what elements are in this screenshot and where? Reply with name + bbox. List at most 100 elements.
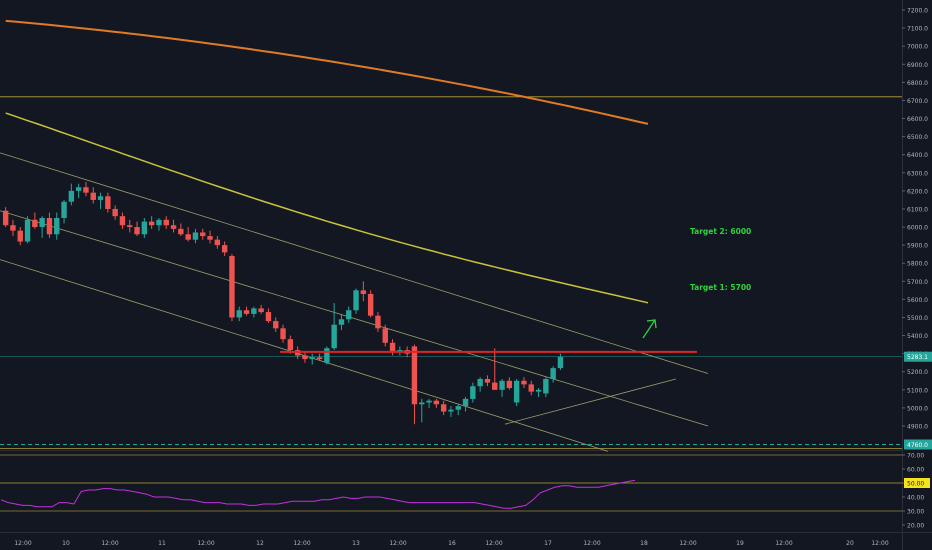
candle-body	[134, 227, 140, 235]
rsi-pane	[0, 454, 902, 512]
candle-body	[287, 339, 294, 351]
time-tick-label: 12:00	[583, 540, 600, 547]
candle-body	[127, 225, 133, 228]
candle-body	[389, 342, 396, 352]
candle-body	[207, 236, 213, 240]
candle-body	[353, 290, 359, 311]
time-tick-label: 10	[62, 540, 70, 547]
price-tick-label: 6400.0	[907, 152, 928, 159]
time-tick-label: 12	[256, 540, 264, 547]
rsi-line	[0, 479, 636, 509]
time-tick-label: 12:00	[293, 540, 310, 547]
candle-body	[265, 312, 272, 322]
price-tick-label: 6300.0	[907, 170, 928, 177]
candle-body	[492, 382, 498, 390]
time-tick-label: 12:00	[14, 540, 31, 547]
candle-body	[382, 328, 388, 343]
price-tick-label: 6900.0	[907, 62, 928, 69]
candle-body	[243, 310, 250, 314]
price-tick-label: 5500.0	[907, 315, 928, 322]
time-tick-label: 12:00	[485, 540, 502, 547]
price-tick-label: 6200.0	[907, 188, 928, 195]
time-tick-label: 12:00	[389, 540, 406, 547]
price-tick-label: 5400.0	[907, 333, 928, 340]
candle-body	[221, 245, 228, 253]
candle-body	[24, 219, 31, 242]
candle-body	[236, 310, 242, 318]
rsi-tick-label: 20.00	[907, 523, 924, 530]
price-tick-label: 4900.0	[907, 424, 928, 431]
time-tick-label: 17	[544, 540, 552, 547]
candle-body	[484, 378, 491, 383]
rsi-value-label: 50.00	[907, 481, 924, 488]
channel-middle-line	[0, 210, 709, 427]
candle-body	[557, 356, 564, 369]
price-pane: Target 2: 6000 Target 1: 5700	[0, 19, 902, 452]
price-tick-label: 6800.0	[907, 80, 928, 87]
candle-body	[39, 218, 45, 228]
candle-body	[229, 255, 235, 318]
candle-body	[32, 219, 38, 228]
price-tick-label: 5100.0	[907, 387, 928, 394]
target-annotation: Target 2: 6000	[690, 227, 751, 236]
price-tick-label: 6500.0	[907, 134, 928, 141]
candle-body	[535, 389, 542, 392]
rsi-tick-label: 60.00	[907, 467, 924, 474]
time-tick-label: 12:00	[101, 540, 118, 547]
candle-body	[200, 232, 206, 237]
time-tick-label: 13	[352, 540, 360, 547]
candle-body	[141, 221, 148, 235]
price-tick-label: 7100.0	[907, 26, 928, 33]
candle-body	[550, 368, 556, 379]
price-tick-label: 5600.0	[907, 297, 928, 304]
candle-body	[331, 324, 337, 349]
time-tick-label: 12:00	[197, 540, 214, 547]
candle-body	[148, 221, 155, 226]
ema-slow-line	[5, 19, 649, 125]
target-arrow-icon	[642, 319, 657, 339]
candle-body	[499, 380, 505, 390]
time-tick-label: 16	[448, 540, 456, 547]
candle-body	[75, 187, 82, 191]
price-tick-label: 6100.0	[907, 206, 928, 213]
time-tick-label: 19	[736, 540, 744, 547]
candle-body	[506, 380, 513, 389]
channel-upper-line	[0, 152, 709, 374]
price-tick-label: 6700.0	[907, 98, 928, 105]
candle-body	[54, 218, 60, 235]
candle-body	[462, 398, 469, 407]
candle-body	[360, 290, 367, 294]
price-axis: 7200.0 7100.0 7000.0 6900.0 6800.0 6700.0 6600…	[902, 0, 932, 550]
candle-body	[316, 357, 323, 360]
candle-body	[433, 400, 440, 405]
support-badge	[904, 439, 932, 450]
candle-body	[448, 409, 454, 412]
candle-body	[178, 228, 184, 235]
candle-body	[543, 378, 549, 394]
support-label: 4760.0	[907, 442, 928, 449]
price-tick-label: 7200.0	[907, 8, 928, 15]
rsi-tick-label: 30.00	[907, 509, 924, 516]
candle-body	[521, 380, 527, 385]
candle-body	[2, 210, 9, 226]
rsi-value-badge	[904, 478, 930, 488]
target-annotation: Target 1: 5700	[690, 283, 751, 292]
candle-body	[528, 384, 534, 392]
rsi-tick-label: 40.00	[907, 495, 924, 502]
time-tick-label: 20	[846, 540, 854, 547]
price-tick-label: 6600.0	[907, 116, 928, 123]
candle-body	[367, 293, 374, 316]
candle-body	[83, 187, 89, 193]
candle-body	[302, 355, 308, 360]
candle-body	[273, 321, 279, 329]
time-tick-label: 12:00	[871, 540, 888, 547]
price-tick-label: 5900.0	[907, 243, 928, 250]
candle-body	[309, 357, 315, 360]
candle-body	[97, 196, 104, 200]
candle-body	[156, 219, 162, 226]
price-tick-label: 6000.0	[907, 225, 928, 232]
candle-body	[338, 319, 345, 325]
last-price-label: 5283.1	[907, 354, 928, 361]
